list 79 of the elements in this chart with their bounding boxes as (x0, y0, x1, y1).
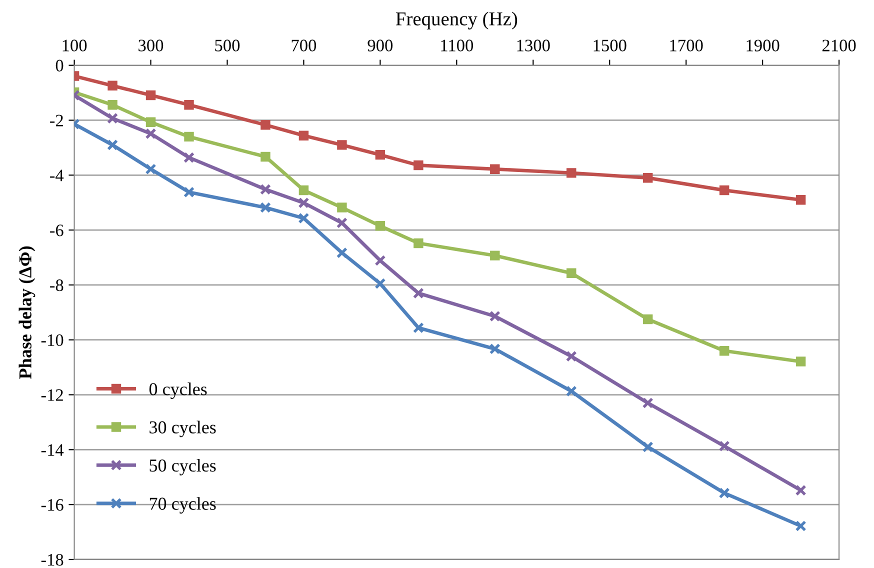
y-tick-label: -4 (50, 170, 64, 182)
point (337, 140, 347, 150)
point (374, 254, 386, 266)
x-tick-label: 100 (62, 40, 87, 52)
point (489, 310, 500, 322)
point (106, 112, 118, 124)
point (566, 350, 577, 362)
point (490, 250, 500, 260)
point (642, 397, 654, 409)
x-tick-label: 1300 (517, 40, 550, 52)
point (796, 356, 806, 366)
x-tick-label: 1100 (441, 40, 474, 52)
point (298, 130, 309, 140)
point (412, 322, 424, 334)
point (719, 185, 730, 196)
y-tick-label: -6 (50, 224, 64, 236)
point (337, 202, 347, 212)
point (106, 139, 118, 150)
y-tick-label: -14 (41, 444, 64, 456)
point (795, 520, 806, 532)
x-tick-label: 900 (368, 40, 393, 52)
y-tick-label: -10 (41, 334, 64, 346)
point (412, 288, 424, 299)
point (414, 160, 424, 170)
x-tick-label: 2100 (822, 40, 856, 52)
y-tick-label: -8 (50, 279, 64, 292)
point (795, 484, 806, 496)
point (375, 150, 386, 160)
y-tick-label: 0 (56, 60, 64, 72)
point (298, 185, 309, 196)
point (183, 186, 195, 198)
point (260, 152, 270, 162)
point (260, 184, 272, 195)
x-tick-label: 1500 (594, 40, 626, 52)
y-tick-label: -12 (41, 389, 63, 401)
point (145, 128, 156, 140)
point (336, 217, 348, 228)
legend-label: 50 cycles (150, 458, 216, 476)
point (718, 440, 730, 452)
point (336, 247, 348, 258)
point (642, 441, 654, 452)
y-axis-title: Phase delay (ΔΦ) (18, 246, 36, 379)
y-tick-label: -16 (41, 499, 64, 511)
point (490, 164, 500, 174)
point (566, 168, 576, 178)
point (260, 120, 270, 130)
point (566, 386, 577, 397)
x-tick-label: 500 (215, 40, 240, 52)
legend-label: 0 cycles (149, 382, 207, 399)
point (183, 152, 195, 164)
point (108, 80, 118, 90)
point (184, 100, 194, 110)
x-tick-label: 1900 (746, 40, 780, 52)
point (719, 346, 730, 356)
y-tick-label: -2 (50, 114, 63, 126)
point (146, 117, 156, 128)
point (374, 278, 386, 290)
x-tick-label: 1700 (670, 40, 703, 52)
legend-label: 30 cycles (150, 420, 216, 438)
x-axis-title: Frequency (Hz) (396, 12, 518, 30)
point (184, 132, 194, 142)
legend-label: 70 cycles (150, 497, 216, 514)
y-tick-label: -18 (41, 554, 64, 566)
point (642, 314, 653, 324)
point (414, 238, 424, 248)
point (375, 221, 386, 231)
point (642, 173, 653, 183)
point (796, 194, 806, 205)
point (298, 212, 310, 224)
point (298, 197, 310, 208)
point (260, 202, 272, 214)
point (489, 343, 500, 354)
point (566, 268, 576, 278)
point (108, 100, 118, 110)
x-tick-label: 700 (292, 40, 316, 52)
point (718, 487, 730, 499)
x-tick-label: 300 (138, 40, 164, 52)
point (146, 90, 156, 100)
point (145, 164, 156, 175)
